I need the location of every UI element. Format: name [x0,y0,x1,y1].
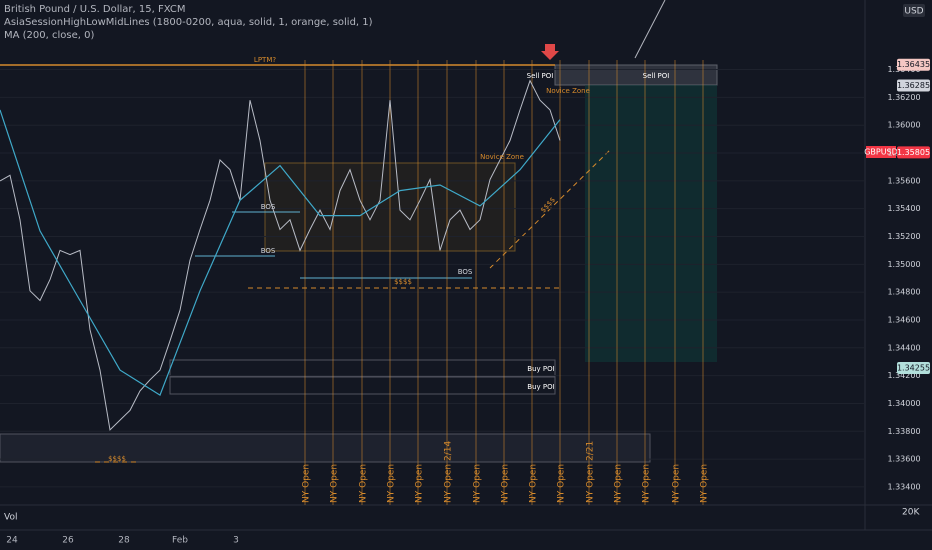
price-badge-label: 1.36435 [897,60,930,69]
x-tick-label: 3 [233,536,239,546]
price-line [0,79,561,431]
session-label: NY Open [557,464,567,503]
y-tick-label: 1.35000 [887,260,920,269]
session-label: NY Open [415,464,425,503]
session-label: NY Open [473,464,483,503]
x-tick-label: 28 [118,536,130,546]
y-tick-label: 1.33600 [887,455,920,464]
symbol: GBPUSD [864,148,898,157]
annotation: BOS [261,203,276,211]
chart-title: British Pound / U.S. Dollar, 15, FXCM [4,4,185,15]
y-tick-label: 1.36200 [887,93,920,102]
session-label: NY Open 2/21 [586,441,596,503]
price-badge-label: 1.35805 [897,148,930,157]
annotation: BOS [261,247,276,255]
y-tick-label: 1.34600 [887,315,920,324]
x-tick-label: Feb [172,536,188,546]
price-badge [897,146,930,159]
volume-tick: 20K [902,508,920,518]
y-tick-label: 1.33800 [887,427,920,436]
annotation: Sell POI [527,72,554,80]
y-tick-label: 1.36000 [887,121,920,130]
currency-badge [903,4,925,17]
annotation: $$$$ [108,455,126,463]
session-label: NY Open [387,464,397,503]
annotation: Buy POI [527,383,554,391]
x-tick-label: 26 [62,536,74,546]
session-label: NY Open [672,464,682,503]
price-badge-label: 1.36285 [897,81,930,90]
sell-poi-box [554,64,718,86]
session-label: NY Open [642,464,652,503]
price-badge [897,361,930,374]
session-label: NY Open [359,464,369,503]
y-tick-label: 1.34400 [887,343,920,352]
y-tick-label: 1.35200 [887,232,920,241]
indicator-label: MA (200, close, 0) [4,30,94,41]
price-badge [897,79,930,92]
indicator-label: AsiaSessionHighLowMidLines (1800-0200, a… [4,17,373,28]
arrow-icon [541,44,559,60]
symbol-badge [866,146,896,158]
session-label: NY Open [330,464,340,503]
y-tick-label: 1.35400 [887,204,920,213]
y-tick-label: 1.34800 [887,288,920,297]
annotation: BOS [458,268,473,276]
y-tick-label: 1.35600 [887,176,920,185]
session-label: NY Open [302,464,312,503]
arrow-line [634,0,666,59]
session-label: NY Open [501,464,511,503]
y-tick-label: 1.34200 [887,371,920,380]
annotation: Novice Zone [546,87,590,95]
annotation: Sell POI [643,72,670,80]
session-label: NY Open 2/14 [444,441,454,503]
annotation: Novice Zone [480,153,524,161]
session-label: NY Open [700,464,710,503]
y-tick-label: 1.33400 [887,482,920,491]
zone-box [0,433,651,463]
price-badge [897,58,930,71]
session-label: NY Open [529,464,539,503]
volume-label: Vol [4,513,17,523]
annotation: Buy POI [527,365,554,373]
currency: USD [904,7,923,17]
target-box [585,85,717,362]
annotation: $$$$ [394,278,412,286]
y-tick-label: 1.34000 [887,399,920,408]
price-badge-label: 1.34255 [897,363,930,372]
session-label: NY Open [614,464,624,503]
ma-line [0,109,561,396]
x-tick-label: 24 [6,536,18,546]
annotation: LPTM? [254,56,276,64]
